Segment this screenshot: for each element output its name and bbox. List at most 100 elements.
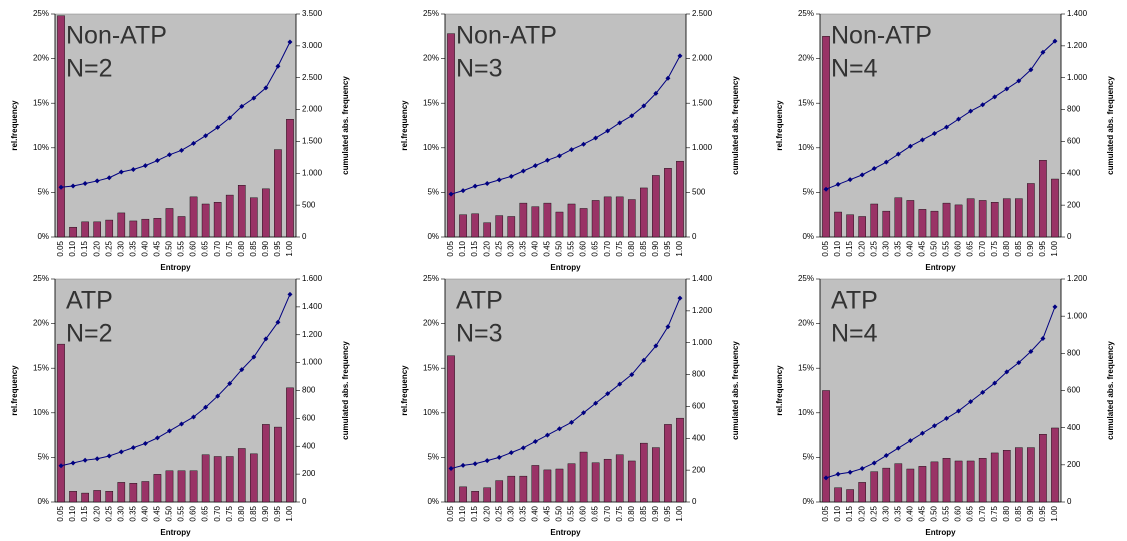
x-tick-label: 0.15	[845, 505, 854, 521]
x-tick-label: 0.65	[201, 505, 210, 521]
y2-axis-title: cumulated abs. frequency	[341, 76, 350, 175]
bar	[676, 417, 684, 503]
x-tick-label: 0.25	[869, 240, 878, 256]
y2-tick-label: 200	[302, 469, 316, 478]
marker	[859, 172, 865, 178]
bar	[153, 218, 162, 238]
x-tick-label: 0.55	[942, 505, 951, 521]
bar	[906, 468, 915, 503]
y-tick-label: 15%	[423, 363, 439, 372]
y-tick-label: 20%	[423, 319, 439, 328]
x-tick-label: 0.20	[92, 240, 101, 256]
x-tick-label: 0.90	[261, 240, 270, 256]
marker	[496, 177, 502, 183]
annotation: Non-ATP	[66, 22, 167, 50]
x-tick-label: 0.40	[140, 240, 149, 256]
marker	[1052, 38, 1058, 44]
bar	[129, 220, 138, 238]
bar	[591, 200, 600, 238]
bar	[990, 452, 999, 503]
bar	[117, 482, 126, 503]
y2-axis-title: cumulated abs. frequency	[1106, 76, 1115, 175]
marker	[968, 108, 974, 114]
marker	[895, 445, 901, 451]
x-tick-label: 0.40	[905, 505, 914, 521]
bar	[165, 208, 174, 238]
marker	[593, 135, 599, 141]
x-tick-label: 0.75	[225, 505, 234, 521]
y-tick-label: 25%	[423, 274, 439, 283]
x-tick-label: 0.60	[579, 240, 588, 256]
y-tick-label: 5%	[427, 453, 439, 462]
panel: 0% 5% 10% 15% 20% 25% 0 200 400 600 800 1.000 1.200 1…	[10, 274, 350, 537]
bar	[834, 211, 842, 238]
y2-tick-label: 800	[302, 386, 316, 395]
y-tick-label: 10%	[33, 408, 49, 417]
x-tick-label: 0.80	[237, 240, 246, 256]
x-tick-label: 0.35	[128, 240, 137, 256]
panel: 0% 5% 10% 15% 20% 25% 0 500 1.000 1.500 2.000 2.500…	[10, 9, 350, 272]
y2-tick-label: 600	[692, 402, 706, 411]
line	[450, 297, 681, 470]
y2-tick-label: 1.000	[692, 143, 713, 152]
x-tick-label: 0.30	[506, 240, 515, 256]
x-tick-label: 0.50	[555, 505, 564, 521]
line	[60, 41, 291, 188]
y2-tick-label: 0	[692, 232, 697, 241]
bar	[93, 221, 101, 238]
x-tick-label: 0.85	[249, 240, 258, 256]
y-tick-label: 5%	[427, 188, 439, 197]
marker	[665, 324, 671, 330]
marker	[1004, 86, 1010, 92]
annotation: ATP	[831, 287, 878, 315]
bar	[531, 465, 540, 503]
y-tick-label: 25%	[423, 9, 439, 18]
bar	[966, 460, 975, 503]
marker	[847, 469, 853, 475]
bar	[579, 451, 588, 503]
x-tick-label: 0.25	[869, 505, 878, 521]
x-tick-label: 0.35	[893, 240, 902, 256]
x-tick-label: 0.30	[116, 240, 125, 256]
marker	[70, 183, 76, 189]
marker	[883, 453, 889, 459]
marker	[641, 357, 647, 363]
x-tick-label: 0.70	[213, 505, 222, 521]
bar	[250, 197, 258, 238]
bar	[591, 462, 600, 503]
x-tick-label: 0.20	[857, 505, 866, 521]
x-tick-label: 0.25	[494, 240, 503, 256]
bar	[664, 168, 672, 238]
y2-tick-label: 1.000	[1067, 311, 1088, 320]
marker	[58, 463, 64, 469]
x-tick-label: 0.70	[978, 505, 987, 521]
y-tick-label: 5%	[802, 188, 814, 197]
panel: 0% 5% 10% 15% 20% 25% 0 200 400 600 800 1.000 1.200 0…	[775, 274, 1115, 537]
x-axis-title: Entropy	[160, 263, 191, 272]
bar	[858, 216, 866, 238]
x-tick-label: 0.75	[990, 505, 999, 521]
bar	[990, 202, 999, 238]
marker	[895, 151, 901, 157]
marker	[227, 381, 233, 387]
bar	[1027, 183, 1035, 238]
x-tick-label: 0.60	[954, 505, 963, 521]
bar	[189, 196, 198, 238]
bar	[627, 460, 636, 503]
bar	[567, 203, 576, 238]
bar	[495, 215, 504, 238]
marker	[191, 140, 197, 146]
y-tick-label: 0%	[427, 497, 439, 506]
bar	[507, 216, 516, 238]
bar	[237, 448, 246, 503]
bar	[129, 483, 138, 503]
marker	[203, 133, 209, 139]
x-tick-label: 0.35	[128, 505, 137, 521]
marker	[641, 103, 647, 109]
panel: 0% 5% 10% 15% 20% 25% 0 200 400 600 800 1.000 1.200 1…	[775, 9, 1115, 272]
y2-tick-label: 200	[692, 465, 706, 474]
bar	[237, 185, 246, 238]
marker	[980, 389, 986, 395]
marker	[544, 157, 550, 163]
bar	[543, 469, 552, 503]
